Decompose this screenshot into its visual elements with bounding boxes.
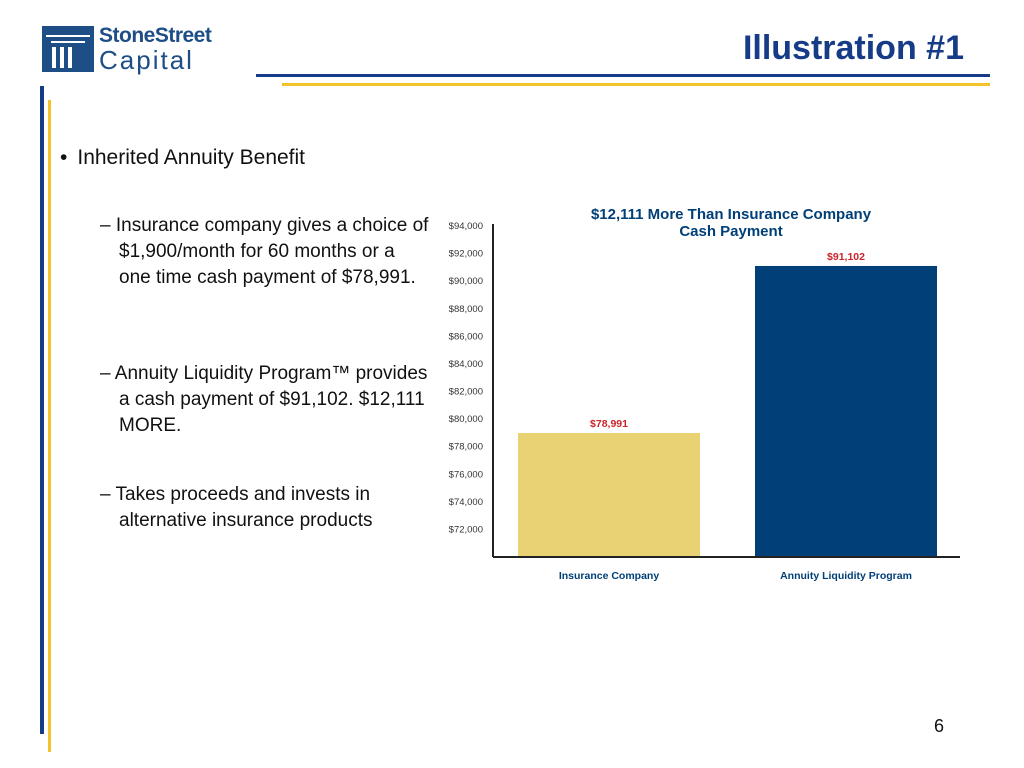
bullet-dot-icon: • <box>60 146 68 169</box>
y-tick-label: $78,000 <box>449 442 483 453</box>
data-label: $91,102 <box>827 251 865 263</box>
y-tick-label: $74,000 <box>449 497 483 508</box>
left-accent-bar-gold <box>48 100 51 752</box>
sub-bullet-1: – Insurance company gives a choice of $1… <box>100 215 429 288</box>
logo-wordmark-top: StoneStreet <box>99 24 212 47</box>
company-logo: StoneStreet Capital <box>42 24 222 76</box>
y-tick-label: $94,000 <box>449 221 483 232</box>
y-tick-label: $86,000 <box>449 331 483 342</box>
main-bullet: • Inherited Annuity Benefit <box>60 146 305 170</box>
data-label: $78,991 <box>590 418 628 430</box>
slide-title: Illustration #1 <box>742 29 964 67</box>
chart-subtitle: Cash Payment <box>679 223 782 240</box>
y-tick-label: $72,000 <box>449 524 483 535</box>
y-tick-label: $76,000 <box>449 469 483 480</box>
x-category-label: Annuity Liquidity Program <box>780 570 912 582</box>
sub-bullet-3: – Takes proceeds and invests in alternat… <box>100 484 373 531</box>
y-tick-label: $82,000 <box>449 387 483 398</box>
header-rule-gold <box>282 83 990 86</box>
bar-2 <box>755 265 937 557</box>
y-tick-label: $90,000 <box>449 276 483 287</box>
bar-1 <box>518 432 700 557</box>
x-category-label: Insurance Company <box>559 570 660 582</box>
left-accent-bar-navy <box>40 86 44 734</box>
header-rule-navy <box>256 74 990 77</box>
y-tick-label: $88,000 <box>449 304 483 315</box>
logo-wordmark-bottom: Capital <box>99 45 194 75</box>
y-tick-label: $92,000 <box>449 249 483 260</box>
sub-bullet-2: – Annuity Liquidity Program™ provides a … <box>100 363 428 436</box>
chart-title: $12,111 More Than Insurance Company <box>591 206 872 223</box>
y-tick-label: $84,000 <box>449 359 483 370</box>
bar-chart: $12,111 More Than Insurance CompanyCash … <box>449 206 960 582</box>
page-number: 6 <box>934 716 945 736</box>
y-tick-label: $80,000 <box>449 414 483 425</box>
column-logo-icon <box>42 26 94 72</box>
main-bullet-text: Inherited Annuity Benefit <box>77 146 306 169</box>
